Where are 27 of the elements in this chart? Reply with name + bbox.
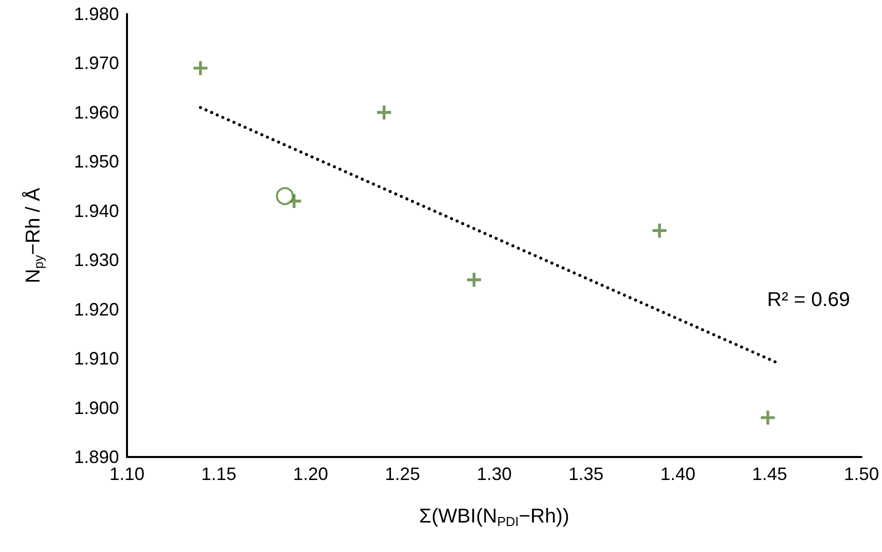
point [193, 61, 208, 76]
y-axis-title: Npy−Rh / Å [22, 187, 46, 284]
point [652, 224, 666, 238]
point [467, 272, 482, 287]
x-tick-label: 1.20 [293, 464, 328, 484]
annotation: R² = 0.69 [767, 289, 850, 311]
x-tick-label: 1.15 [201, 464, 236, 484]
y-tick-label: 1.920 [74, 299, 119, 320]
x-tick-label: 1.45 [752, 464, 788, 484]
y-tick-label: 1.950 [74, 152, 119, 172]
y-tick-label: 1.970 [74, 53, 119, 74]
y-tick-label: 1.930 [74, 250, 119, 270]
x-tick-label: 1.25 [384, 464, 420, 484]
x-tick-label: 1.50 [844, 464, 880, 484]
point [377, 105, 392, 120]
x-tick-label: 1.10 [109, 464, 145, 484]
y-tick-label: 1.900 [74, 398, 119, 418]
x-tick-label: 1.35 [568, 464, 604, 484]
y-tick-label: 1.890 [74, 447, 119, 467]
x-tick-label: 1.30 [476, 464, 512, 484]
x-tick-label: 1.40 [660, 464, 696, 484]
y-tick-label: 1.910 [74, 348, 119, 369]
y-tick-label: 1.940 [74, 200, 119, 221]
y-tick-label: 1.960 [74, 102, 119, 122]
point [760, 410, 775, 425]
y-tick-label: 1.980 [74, 4, 119, 24]
point [276, 187, 294, 206]
